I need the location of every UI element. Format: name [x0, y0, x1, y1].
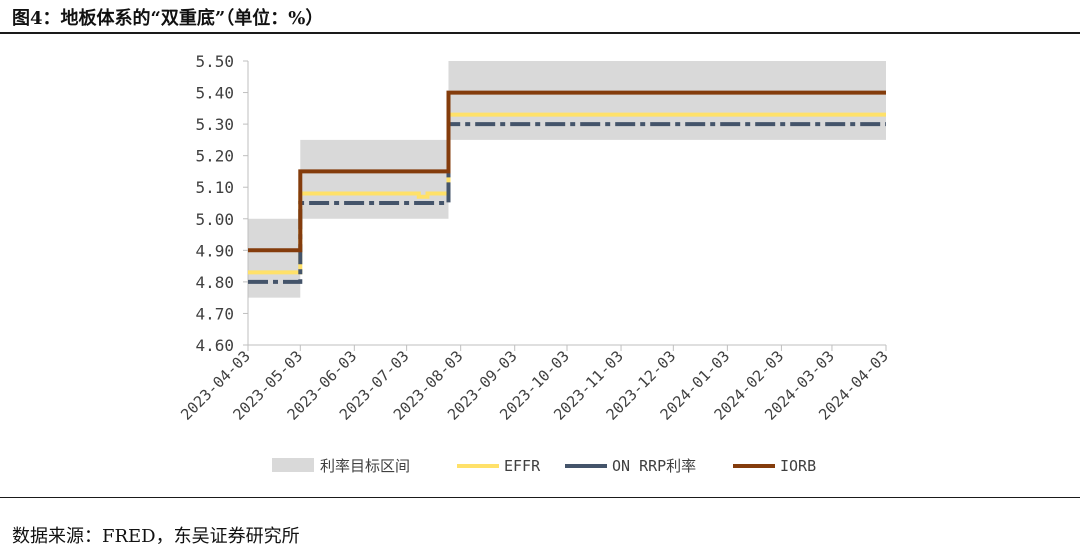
y-tick-label: 4.80 [195, 273, 234, 292]
chart-container: 4.60 4.70 4.80 4.90 5.00 5.10 5.20 5.30 5.40 5.50… [0, 34, 1080, 498]
legend-label-band: 利率目标区间 [320, 457, 410, 475]
footer-divider [0, 497, 1080, 498]
y-tick-label: 5.50 [195, 52, 234, 71]
title-bar: 图4：地板体系的“双重底”（单位：%） [0, 0, 1080, 34]
band-segment-2 [300, 139, 449, 219]
target-range-band [248, 61, 886, 298]
legend-label-effr: EFFR [504, 457, 541, 475]
y-tick-label: 5.10 [195, 178, 234, 197]
series-line-on-rrp [248, 122, 886, 284]
y-tick-label: 4.60 [195, 336, 234, 355]
y-tick-label: 5.40 [195, 84, 234, 103]
band-segment-3 [448, 61, 886, 140]
legend-label-iorb: IORB [780, 457, 816, 475]
y-tick-label: 4.70 [195, 304, 234, 323]
y-tick-label: 5.20 [195, 147, 234, 166]
y-tick-label: 5.30 [195, 115, 234, 134]
figure-title: 图4：地板体系的“双重底”（单位：%） [12, 8, 324, 29]
y-tick-label: 4.90 [195, 241, 234, 260]
band-segment-1 [248, 218, 301, 298]
series-line-iorb [248, 90, 886, 253]
legend: 利率目标区间 EFFR ON RRP利率 IORB [272, 457, 816, 475]
rate-chart: 4.60 4.70 4.80 4.90 5.00 5.10 5.20 5.30 5.40 5.50… [177, 52, 892, 475]
y-tick-label: 5.00 [195, 210, 234, 229]
legend-label-on-rrp: ON RRP利率 [612, 457, 696, 475]
legend-swatch-band [272, 458, 314, 472]
source-note: 数据来源：FRED，东吴证券研究所 [12, 526, 300, 547]
